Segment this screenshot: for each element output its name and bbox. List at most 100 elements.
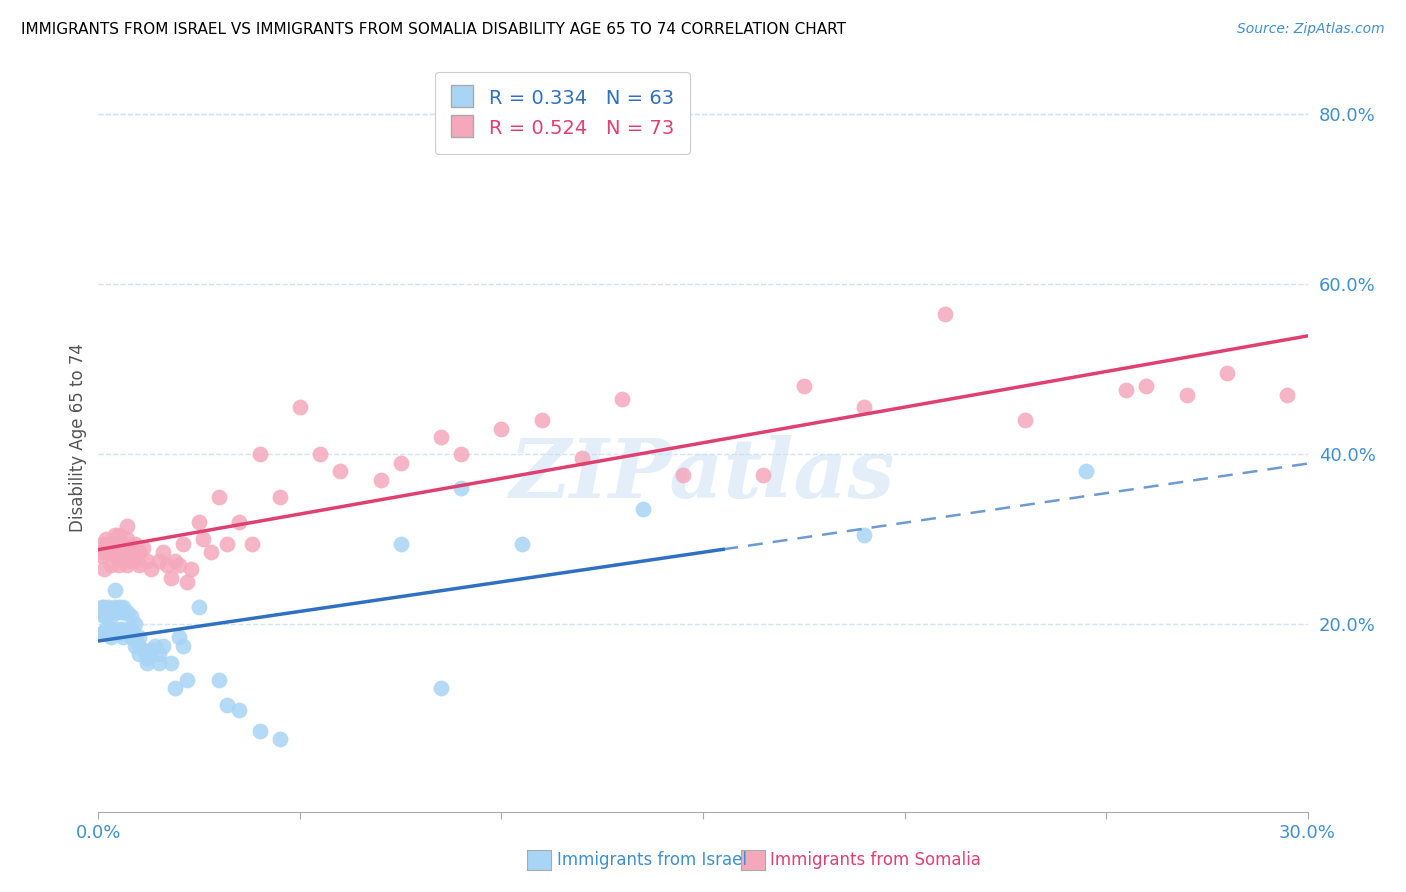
- Point: [135, 553, 157, 567]
- Point: [107, 622, 129, 636]
- Point: [100, 608, 122, 623]
- Point: [249, 723, 271, 738]
- Point: [111, 553, 134, 567]
- Point: [450, 481, 472, 495]
- Point: [128, 647, 150, 661]
- Point: [111, 622, 134, 636]
- Point: [100, 545, 122, 559]
- Point: [269, 732, 291, 747]
- Point: [93, 608, 115, 623]
- Point: [100, 630, 122, 644]
- Point: [96, 626, 118, 640]
- Point: [1115, 384, 1137, 398]
- Point: [160, 571, 183, 585]
- Point: [934, 307, 956, 321]
- Point: [530, 413, 553, 427]
- Point: [120, 553, 142, 567]
- Point: [1175, 387, 1198, 401]
- Point: [450, 447, 472, 461]
- Point: [148, 647, 170, 661]
- Point: [135, 651, 157, 665]
- Point: [217, 536, 239, 550]
- Point: [96, 545, 118, 559]
- Point: [103, 536, 125, 550]
- Point: [1074, 464, 1097, 478]
- Legend: R = 0.334   N = 63, R = 0.524   N = 73: R = 0.334 N = 63, R = 0.524 N = 73: [434, 72, 690, 154]
- Point: [128, 639, 150, 653]
- Point: [249, 447, 271, 461]
- Text: ZIPatlas: ZIPatlas: [510, 434, 896, 515]
- Point: [93, 562, 115, 576]
- Point: [91, 536, 114, 550]
- Point: [103, 605, 125, 619]
- Point: [91, 600, 114, 615]
- Point: [853, 528, 876, 542]
- Point: [100, 558, 122, 572]
- Point: [208, 490, 231, 504]
- Point: [97, 541, 120, 555]
- Point: [111, 630, 134, 644]
- Point: [96, 533, 118, 547]
- Point: [176, 673, 198, 687]
- Point: [96, 608, 118, 623]
- Point: [124, 630, 146, 644]
- Point: [124, 639, 146, 653]
- Point: [193, 533, 215, 547]
- Point: [217, 698, 239, 713]
- Point: [269, 490, 291, 504]
- Point: [115, 558, 138, 572]
- Point: [430, 681, 453, 696]
- Point: [1135, 379, 1157, 393]
- Point: [93, 541, 115, 555]
- Y-axis label: Disability Age 65 to 74: Disability Age 65 to 74: [69, 343, 87, 532]
- Point: [631, 502, 654, 516]
- Point: [167, 558, 190, 572]
- Point: [132, 541, 155, 555]
- Point: [90, 545, 112, 559]
- Point: [188, 600, 211, 615]
- Point: [1014, 413, 1036, 427]
- Point: [111, 536, 134, 550]
- Point: [1216, 366, 1239, 380]
- Point: [103, 600, 125, 615]
- Point: [111, 600, 134, 615]
- Point: [329, 464, 352, 478]
- Text: IMMIGRANTS FROM ISRAEL VS IMMIGRANTS FROM SOMALIA DISABILITY AGE 65 TO 74 CORREL: IMMIGRANTS FROM ISRAEL VS IMMIGRANTS FRO…: [21, 22, 846, 37]
- Point: [510, 536, 533, 550]
- Point: [111, 545, 134, 559]
- Point: [172, 639, 194, 653]
- Text: Immigrants from Israel: Immigrants from Israel: [557, 851, 747, 869]
- Point: [389, 456, 412, 470]
- Point: [139, 562, 162, 576]
- Text: Source: ZipAtlas.com: Source: ZipAtlas.com: [1237, 22, 1385, 37]
- Point: [115, 605, 138, 619]
- Point: [571, 451, 593, 466]
- Point: [120, 608, 142, 623]
- Point: [96, 536, 118, 550]
- Point: [107, 558, 129, 572]
- Point: [148, 553, 170, 567]
- Point: [752, 468, 775, 483]
- Point: [100, 622, 122, 636]
- Text: Immigrants from Somalia: Immigrants from Somalia: [770, 851, 981, 869]
- Point: [111, 605, 134, 619]
- Point: [96, 622, 118, 636]
- Point: [91, 626, 114, 640]
- Point: [853, 401, 876, 415]
- Point: [100, 536, 122, 550]
- Point: [180, 562, 202, 576]
- Point: [160, 656, 183, 670]
- Point: [1277, 387, 1299, 401]
- Point: [288, 401, 311, 415]
- Point: [208, 673, 231, 687]
- Point: [672, 468, 695, 483]
- Point: [107, 626, 129, 640]
- Point: [120, 630, 142, 644]
- Point: [612, 392, 634, 406]
- Point: [152, 545, 174, 559]
- Point: [124, 617, 146, 632]
- Point: [152, 639, 174, 653]
- Point: [90, 626, 112, 640]
- Point: [115, 533, 138, 547]
- Point: [100, 622, 122, 636]
